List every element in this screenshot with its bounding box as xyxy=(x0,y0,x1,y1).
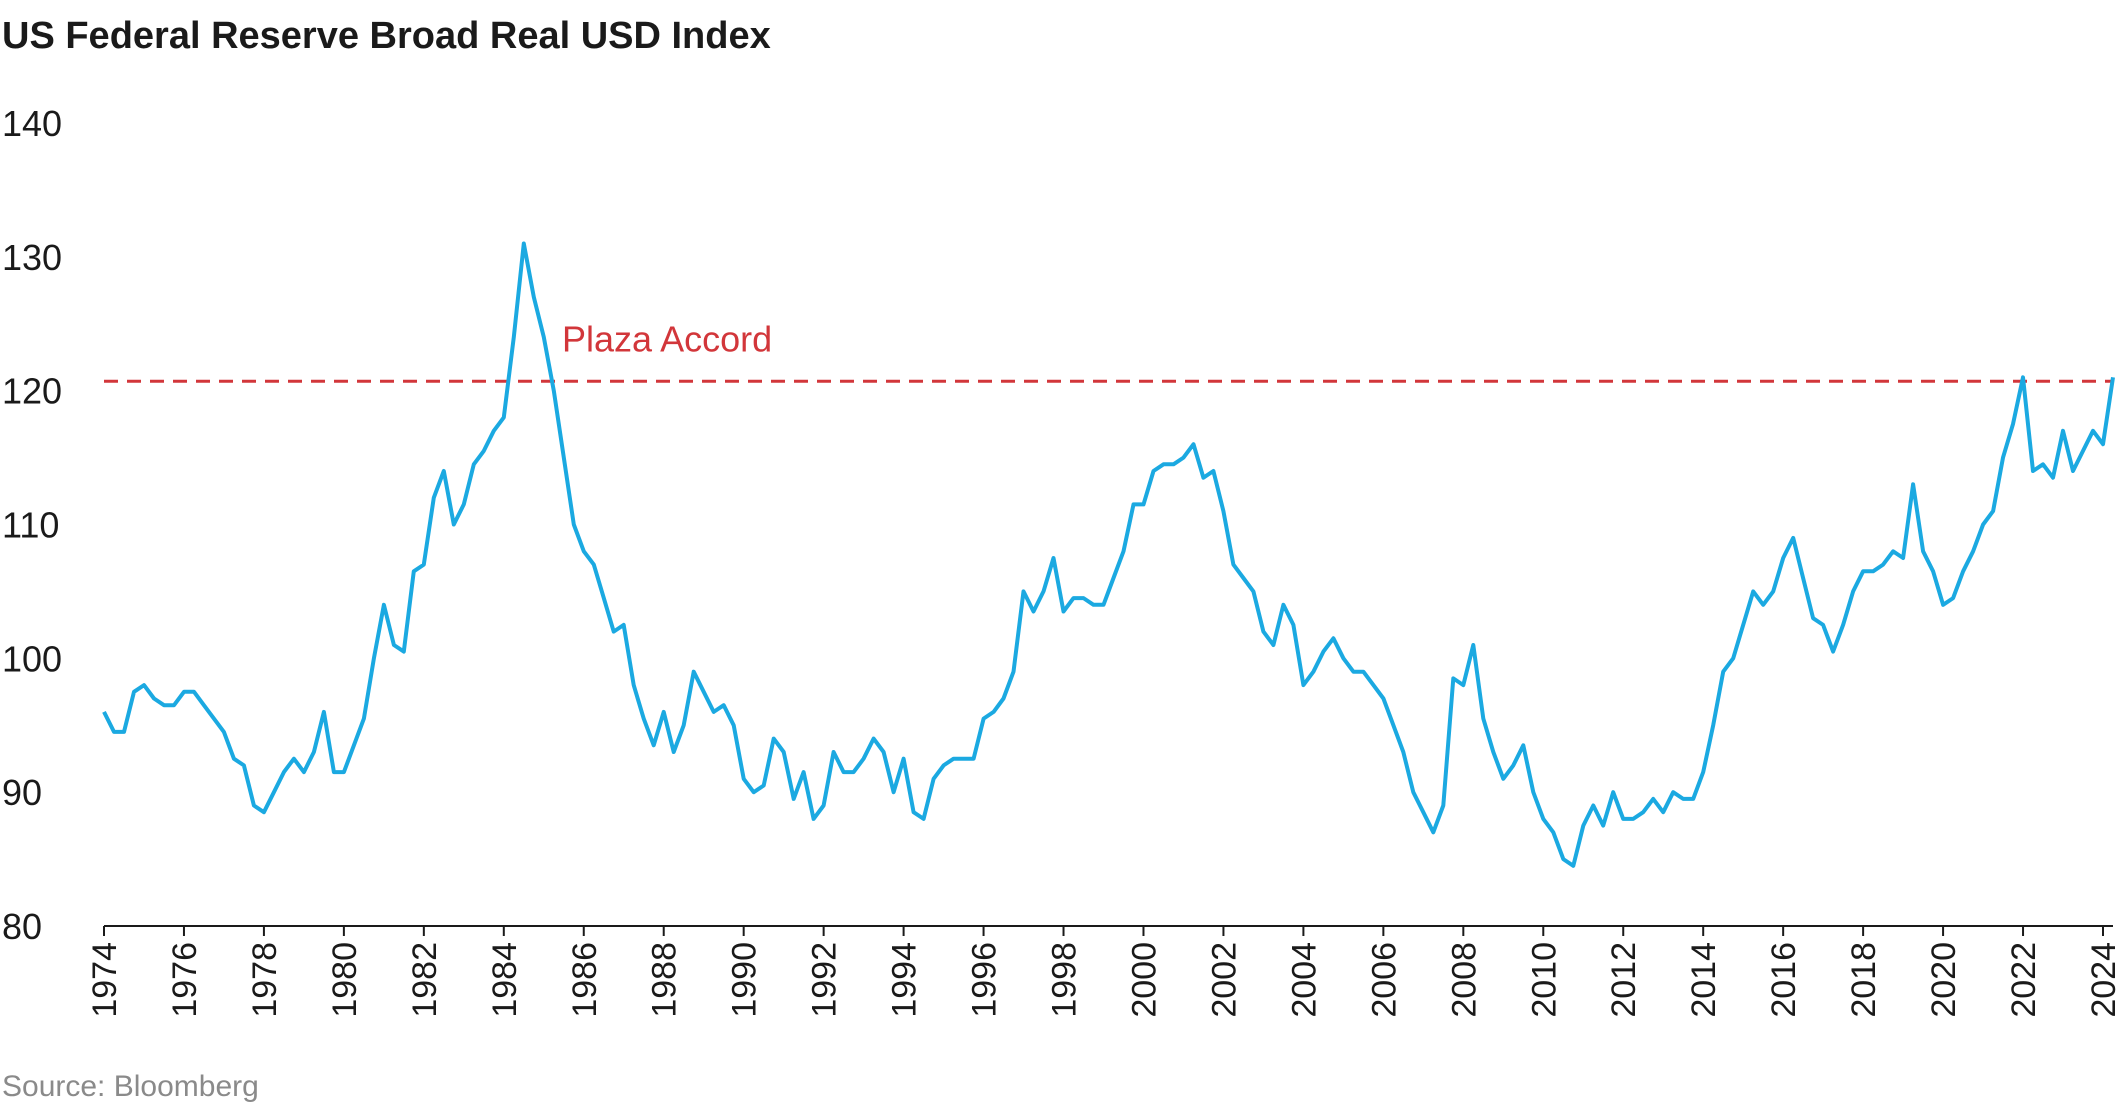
x-tick-label: 1996 xyxy=(966,942,1004,1018)
source-note: Source: Bloomberg xyxy=(2,1070,259,1103)
x-tick-label: 2002 xyxy=(1205,942,1243,1018)
y-tick-label: 90 xyxy=(2,772,42,813)
x-tick-label: 1974 xyxy=(86,942,124,1018)
data-line xyxy=(102,241,2115,868)
y-tick-label: 110 xyxy=(2,505,59,546)
y-tick-label: 100 xyxy=(2,638,62,679)
x-tick-label: 2014 xyxy=(1685,942,1723,1018)
reference-label: Plaza Accord xyxy=(562,318,772,359)
x-tick-label: 2000 xyxy=(1125,942,1163,1018)
x-tick-label: 1976 xyxy=(166,942,204,1018)
x-tick-label: 2008 xyxy=(1445,942,1483,1018)
x-tick-label: 2006 xyxy=(1365,942,1403,1018)
x-tick-label: 2010 xyxy=(1525,942,1563,1018)
y-tick-label: 80 xyxy=(2,906,42,947)
x-tick-label: 2022 xyxy=(2005,942,2043,1018)
x-tick-label: 2004 xyxy=(1285,942,1323,1018)
x-tick-label: 1994 xyxy=(886,942,924,1018)
x-tick-label: 2016 xyxy=(1765,942,1803,1018)
x-tick-label: 2012 xyxy=(1605,942,1643,1018)
chart-title: US Federal Reserve Broad Real USD Index xyxy=(2,15,771,57)
x-tick-label: 2020 xyxy=(1925,942,1963,1018)
x-tick-label: 1992 xyxy=(806,942,844,1018)
x-tick-label: 1988 xyxy=(646,942,684,1018)
y-tick-label: 120 xyxy=(2,371,62,412)
y-tick-label: 130 xyxy=(2,237,62,278)
x-tick-label: 1980 xyxy=(326,942,364,1018)
x-tick-label: 1998 xyxy=(1046,942,1084,1018)
x-tick-label: 1982 xyxy=(406,942,444,1018)
x-tick-label: 2024 xyxy=(2085,942,2123,1018)
x-tick-label: 1986 xyxy=(566,942,604,1018)
x-tick-label: 1978 xyxy=(246,942,284,1018)
x-tick-label: 1990 xyxy=(726,942,764,1018)
x-tick-label: 1984 xyxy=(486,942,524,1018)
y-tick-label: 140 xyxy=(2,103,62,144)
x-tick-label: 2018 xyxy=(1845,942,1883,1018)
